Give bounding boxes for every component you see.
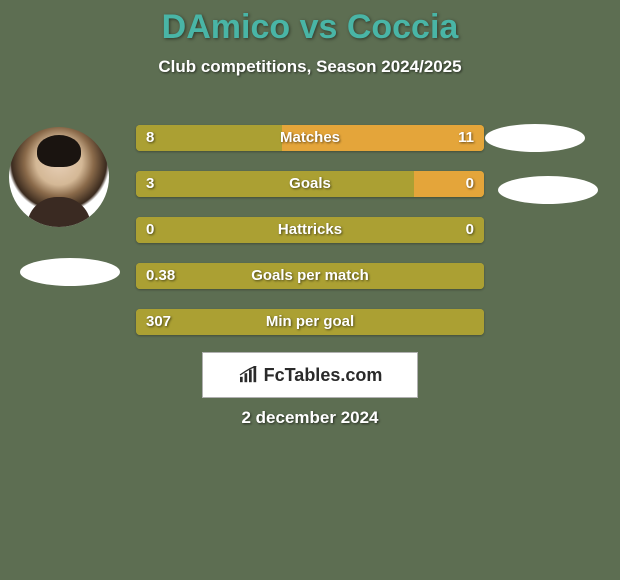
stat-row: 307Min per goal xyxy=(136,309,484,335)
subtitle: Club competitions, Season 2024/2025 xyxy=(0,57,620,77)
comparison-card: DAmico vs Coccia Club competitions, Seas… xyxy=(0,0,620,580)
chart-icon xyxy=(238,366,260,384)
stat-row: 811Matches xyxy=(136,125,484,151)
player-left-avatar xyxy=(9,127,109,227)
stat-label: Min per goal xyxy=(136,309,484,335)
stats-bars: 811Matches 30Goals 00Hattricks 0.38Goals pe… xyxy=(136,125,484,355)
brand-watermark: FcTables.com xyxy=(202,352,418,398)
page-title: DAmico vs Coccia xyxy=(0,0,620,47)
player-right-flag-1 xyxy=(485,124,585,152)
player-right-flag-2 xyxy=(498,176,598,204)
stat-label: Hattricks xyxy=(136,217,484,243)
stat-label: Goals per match xyxy=(136,263,484,289)
brand-text: FcTables.com xyxy=(264,365,383,386)
stat-row: 30Goals xyxy=(136,171,484,197)
stat-row: 00Hattricks xyxy=(136,217,484,243)
snapshot-date: 2 december 2024 xyxy=(0,408,620,428)
player-left-flag xyxy=(20,258,120,286)
stat-row: 0.38Goals per match xyxy=(136,263,484,289)
stat-label: Goals xyxy=(136,171,484,197)
stat-label: Matches xyxy=(136,125,484,151)
